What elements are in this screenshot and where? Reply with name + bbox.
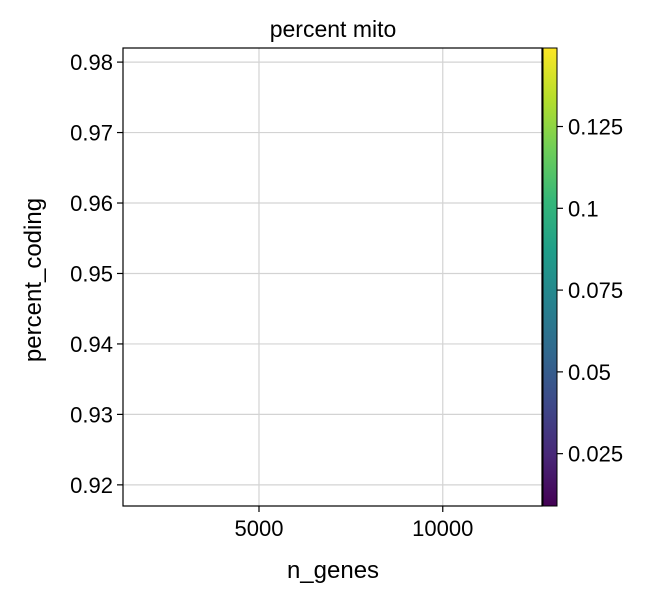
colorbar-tick-label: 0.125: [568, 115, 623, 140]
x-tick-label: 5000: [235, 516, 284, 541]
y-tick-label: 0.95: [70, 261, 113, 286]
colorbar: [542, 47, 558, 507]
y-tick-label: 0.98: [70, 50, 113, 75]
y-tick-label: 0.97: [70, 121, 113, 146]
x-axis-ticks: 5000 10000: [235, 506, 473, 541]
colorbar-tick-label: 0.075: [568, 278, 623, 303]
chart-title: percent mito: [270, 16, 397, 42]
colorbar-tick-label: 0.05: [568, 360, 611, 385]
y-axis-label: percent_coding: [20, 198, 47, 362]
y-axis-ticks: 0.92 0.93 0.94 0.95 0.96 0.97 0.98: [70, 50, 123, 498]
colorbar-tick-label: 0.025: [568, 442, 623, 467]
colorbar-ticks: 0.025 0.05 0.075 0.1 0.125: [557, 115, 623, 467]
colorbar-tick-label: 0.1: [568, 196, 599, 221]
x-tick-label: 10000: [412, 516, 473, 541]
y-tick-label: 0.92: [70, 473, 113, 498]
y-tick-label: 0.96: [70, 191, 113, 216]
grid-lines: [123, 48, 542, 506]
x-axis-label: n_genes: [287, 557, 379, 584]
y-tick-label: 0.93: [70, 402, 113, 427]
y-tick-label: 0.94: [70, 332, 113, 357]
plot-frame: [122, 47, 543, 507]
